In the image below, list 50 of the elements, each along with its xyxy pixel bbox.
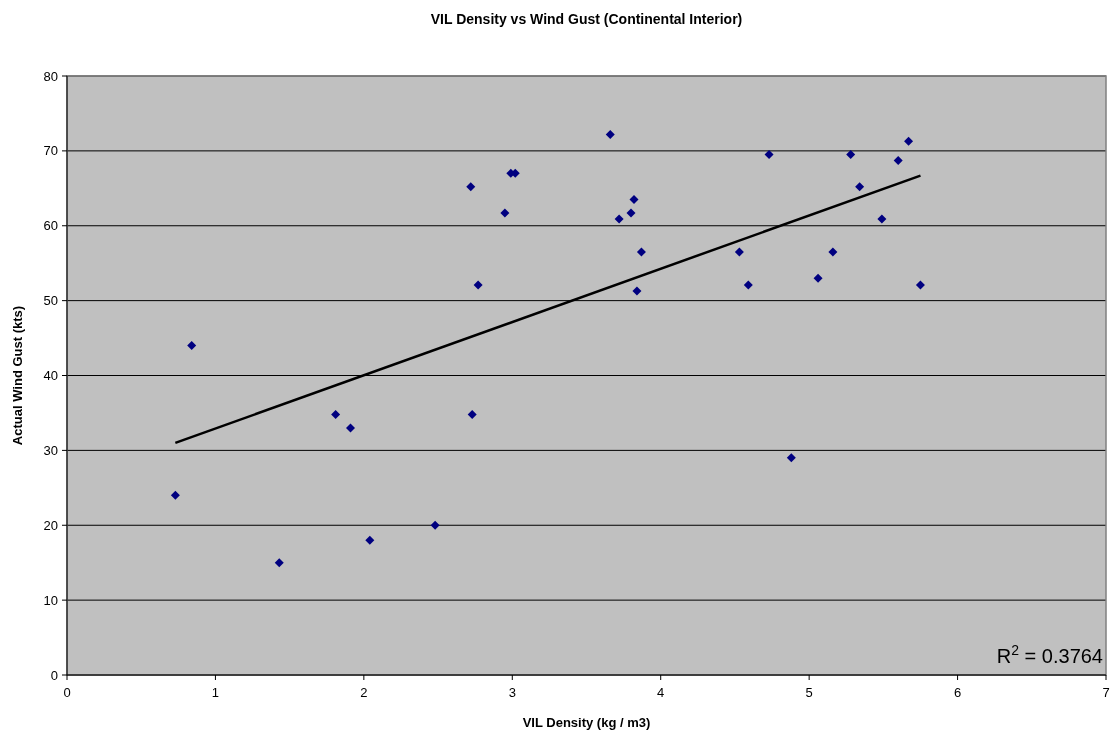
point: [346, 423, 355, 433]
point: [187, 341, 197, 351]
point: [915, 280, 925, 290]
point: [170, 490, 180, 500]
point: [614, 214, 624, 224]
y-tick-label: 70: [43, 143, 58, 159]
point: [743, 280, 753, 290]
y-tick-label: 40: [43, 368, 58, 384]
y-tick-label: 80: [43, 68, 58, 84]
y-tick-label: 20: [43, 517, 58, 533]
point: [813, 273, 823, 283]
point: [331, 409, 341, 419]
x-tick-label: 6: [953, 685, 962, 700]
x-tick-label: 4: [657, 685, 665, 700]
chart-title: VIL Density vs Wind Gust (Continental Interior): [430, 11, 743, 27]
point: [430, 520, 440, 530]
point: [636, 247, 646, 257]
point: [365, 535, 375, 545]
x-tick-label: 3: [508, 685, 516, 700]
point: [274, 558, 284, 568]
point: [626, 208, 636, 218]
point: [734, 247, 744, 257]
point: [877, 214, 887, 224]
x-tick-label: 0: [63, 685, 71, 700]
y-tick-label: 50: [43, 293, 58, 309]
x-tick-label: 7: [1102, 685, 1110, 700]
point: [855, 182, 865, 192]
point: [846, 150, 856, 160]
point: [828, 247, 838, 257]
point: [893, 156, 903, 166]
point: [786, 453, 796, 463]
point: [473, 280, 483, 290]
x-tick-label: 2: [360, 685, 368, 700]
point: [605, 129, 615, 139]
y-tick-label: 30: [43, 442, 58, 458]
x-tick-label: 5: [805, 685, 813, 700]
y-tick-label: 0: [50, 667, 58, 683]
point: [629, 195, 639, 205]
point: [764, 150, 774, 160]
annotation: R$^{2}$ = 0.3764: [996, 642, 1103, 667]
x-tick-label: 1: [211, 685, 220, 700]
y-axis-title: Actual Wind Gust (kts): [10, 305, 25, 446]
point: [466, 182, 476, 192]
point: [500, 208, 510, 218]
point: [467, 409, 477, 419]
point: [632, 286, 642, 296]
x-axis-title: VIL Density (kg / m3): [522, 715, 651, 730]
y-tick-label: 10: [43, 592, 58, 608]
y-tick-label: 60: [43, 218, 58, 234]
point: [904, 136, 914, 146]
